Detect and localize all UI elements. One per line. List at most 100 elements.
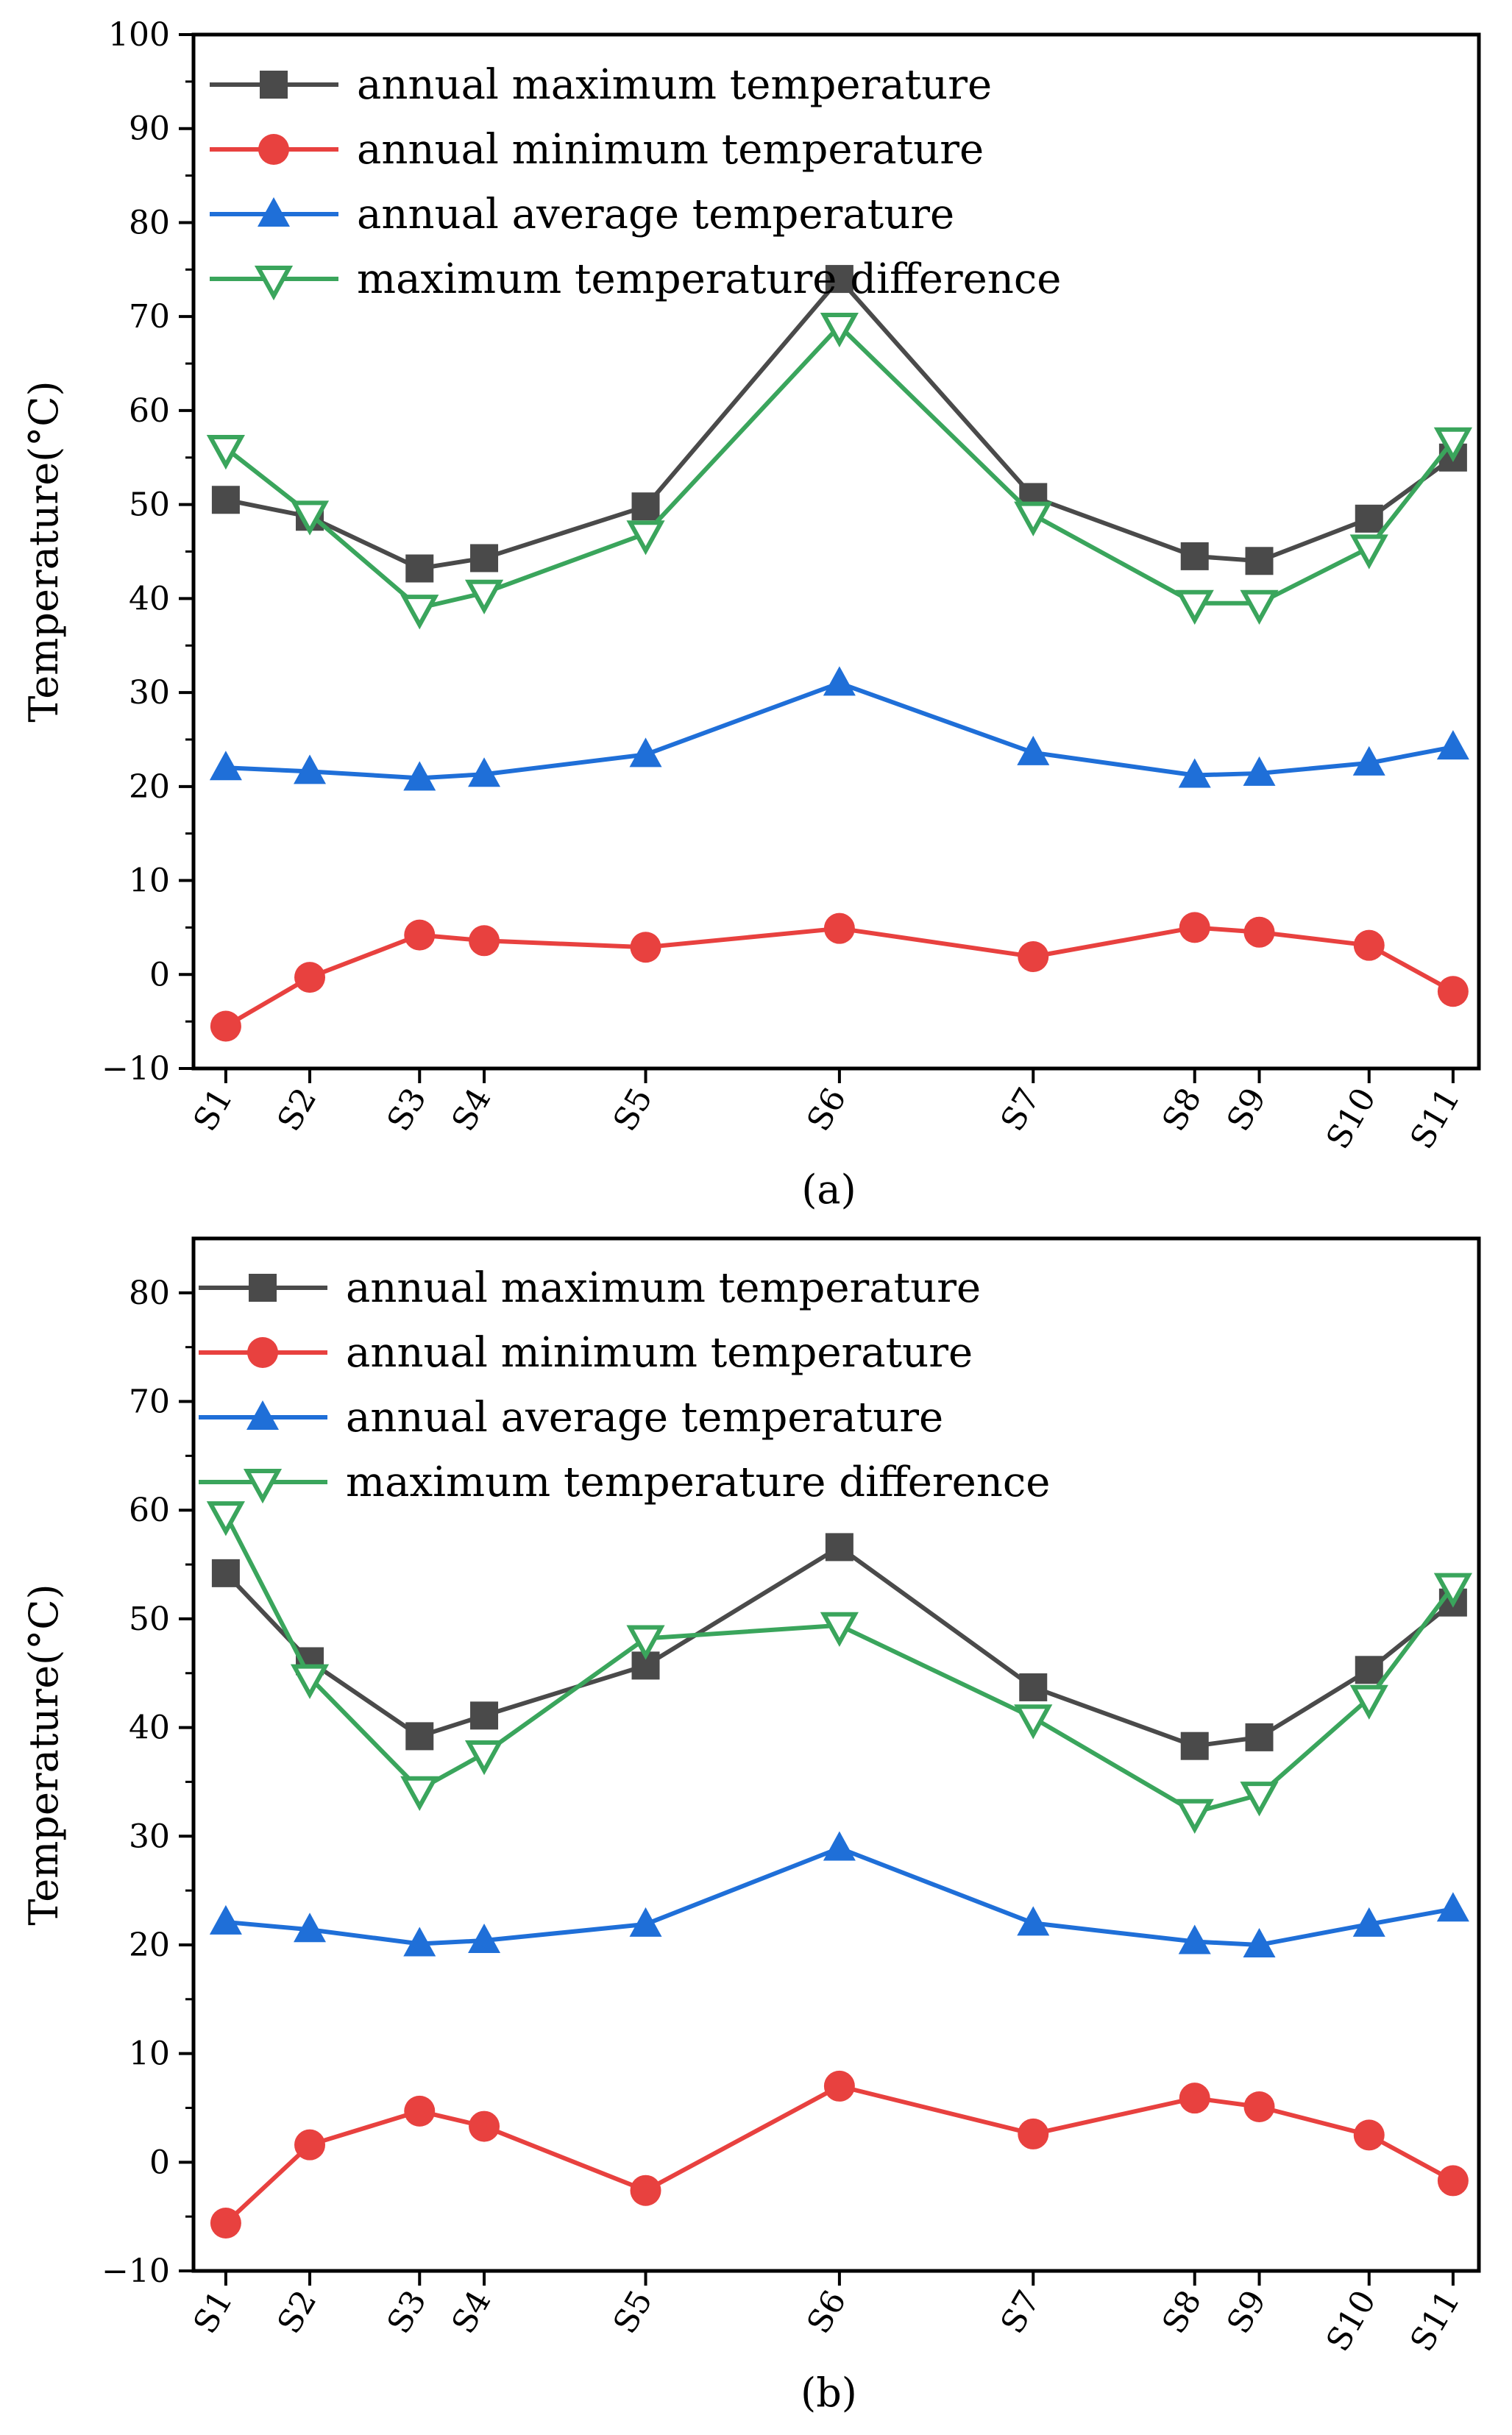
data-point-min	[1179, 2083, 1210, 2114]
data-point-max	[211, 486, 240, 514]
data-point-avg	[403, 1927, 436, 1957]
data-point-diff	[400, 1776, 439, 1811]
data-point-max	[470, 1701, 499, 1730]
y-tick-label: 50	[129, 1601, 170, 1638]
data-point-min	[1437, 976, 1469, 1007]
data-point-min	[630, 932, 661, 963]
y-tick-label: −10	[102, 1050, 170, 1088]
legend-label-avg: annual average temperature	[357, 191, 954, 238]
data-point-max	[1355, 1656, 1383, 1684]
y-tick-label: 0	[149, 2144, 170, 2181]
legend-label-diff: maximum temperature difference	[346, 1458, 1050, 1506]
data-point-max	[1355, 504, 1383, 533]
data-point-avg	[823, 1831, 856, 1861]
data-point-diff	[1349, 1684, 1388, 1720]
data-point-max	[470, 544, 499, 573]
panel-caption: (b)	[801, 2370, 857, 2416]
legend-label-diff: maximum temperature difference	[357, 255, 1061, 303]
data-point-diff	[1014, 1704, 1053, 1740]
data-point-max	[405, 554, 434, 583]
data-point-max	[631, 492, 660, 521]
legend-marker-max	[249, 1274, 277, 1302]
data-point-avg	[629, 1907, 662, 1937]
y-tick-label: 80	[129, 1275, 170, 1312]
y-tick-label: 0	[149, 956, 170, 993]
data-point-min	[210, 1010, 241, 1042]
legend-marker-diff	[243, 1469, 283, 1504]
legend-label-max: annual maximum temperature	[346, 1264, 981, 1312]
data-point-avg	[1017, 735, 1050, 765]
y-tick-label: 80	[129, 204, 170, 241]
y-tick-label: 100	[108, 16, 170, 54]
y-tick-label: 90	[129, 110, 170, 148]
legend-marker-min	[258, 134, 289, 165]
data-point-min	[1018, 941, 1049, 973]
y-tick-label: 60	[129, 392, 170, 430]
data-point-diff	[820, 312, 859, 348]
data-point-min	[1179, 912, 1210, 943]
data-point-avg	[1243, 756, 1276, 786]
data-point-min	[469, 2110, 500, 2142]
data-point-max	[1180, 542, 1209, 570]
data-point-diff	[1240, 589, 1279, 625]
y-tick-label: 40	[129, 1709, 170, 1747]
y-tick-label: 50	[129, 486, 170, 524]
data-point-avg	[1178, 758, 1211, 788]
data-point-avg	[1436, 1892, 1469, 1922]
data-point-diff	[1433, 427, 1472, 462]
data-point-avg	[823, 666, 856, 696]
data-point-min	[1437, 2165, 1469, 2197]
y-tick-label: 20	[129, 1927, 170, 1964]
data-point-diff	[1433, 1573, 1472, 1608]
data-point-min	[294, 2129, 326, 2161]
panel-caption: (a)	[801, 1166, 856, 1213]
y-tick-label: 20	[129, 768, 170, 806]
data-point-diff	[1349, 534, 1388, 570]
data-point-avg	[1352, 1907, 1385, 1937]
data-point-min	[210, 2208, 241, 2239]
data-point-diff	[626, 1625, 665, 1660]
data-point-min	[1243, 916, 1275, 948]
y-tick-label: −10	[102, 2253, 170, 2290]
data-point-diff	[464, 1740, 504, 1776]
data-point-min	[1243, 2091, 1275, 2122]
data-point-avg	[468, 757, 501, 787]
data-point-min	[469, 925, 500, 957]
data-point-avg	[1243, 1927, 1276, 1957]
data-point-min	[823, 2070, 855, 2102]
data-point-diff	[206, 435, 245, 470]
data-point-diff	[400, 595, 439, 630]
data-point-min	[404, 919, 436, 951]
data-point-max	[1245, 547, 1274, 575]
data-point-max	[211, 1559, 240, 1587]
legend-marker-max	[260, 71, 288, 99]
data-point-max	[1245, 1723, 1274, 1751]
data-point-avg	[294, 1913, 327, 1943]
data-point-max	[1180, 1732, 1209, 1760]
y-tick-label: 10	[129, 2035, 170, 2073]
data-point-max	[825, 265, 853, 294]
data-point-avg	[629, 737, 662, 768]
data-point-diff	[1014, 501, 1053, 536]
legend-label-min: annual minimum temperature	[346, 1329, 973, 1377]
legend-label-avg: annual average temperature	[346, 1394, 943, 1442]
data-point-min	[630, 2175, 661, 2206]
data-point-avg	[1178, 1924, 1211, 1954]
data-point-diff	[626, 520, 665, 556]
y-axis-label: Temperature(°C)	[21, 1584, 67, 1925]
data-point-avg	[403, 761, 436, 791]
data-point-min	[294, 962, 326, 993]
data-point-diff	[820, 1612, 859, 1647]
y-axis-label: Temperature(°C)	[21, 380, 67, 722]
data-point-max	[825, 1533, 853, 1562]
legend-marker-avg	[258, 197, 290, 227]
y-tick-label: 10	[129, 862, 170, 900]
data-point-min	[1018, 2118, 1049, 2149]
data-point-min	[823, 912, 855, 944]
legend-marker-avg	[246, 1400, 279, 1430]
y-tick-label: 40	[129, 580, 170, 617]
data-point-avg	[1436, 730, 1469, 760]
data-point-diff	[1175, 589, 1214, 625]
